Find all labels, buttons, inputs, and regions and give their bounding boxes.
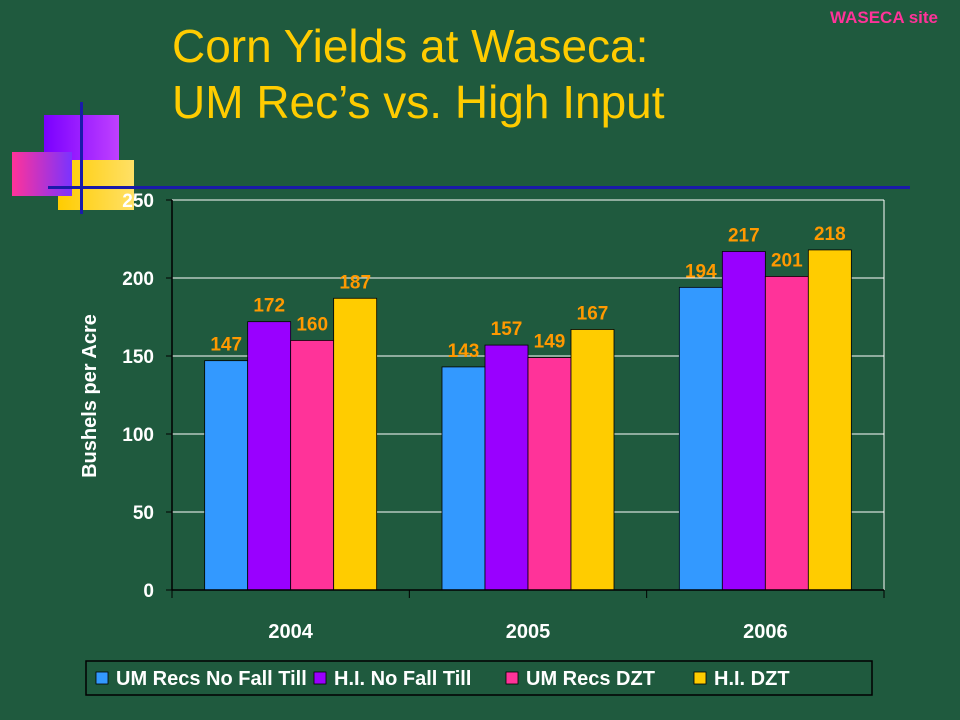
data-label: 147 bbox=[210, 335, 242, 356]
legend-box bbox=[85, 660, 873, 696]
data-label: 194 bbox=[685, 261, 717, 282]
y-tick-label: 100 bbox=[122, 425, 154, 446]
bar bbox=[807, 249, 852, 591]
y-axis-label: Bushels per Acre bbox=[79, 314, 101, 478]
data-label: 157 bbox=[491, 319, 523, 340]
data-label: 172 bbox=[253, 296, 285, 317]
decorative-horizontal-line bbox=[48, 186, 910, 189]
bar bbox=[764, 276, 809, 591]
bar bbox=[290, 339, 335, 591]
legend-swatch bbox=[95, 671, 109, 685]
bar bbox=[678, 286, 723, 591]
legend-entry: H.I. No Fall Till bbox=[334, 668, 471, 690]
axes: 0 50 100 150 200 250 2004 2005 2006 bbox=[122, 191, 885, 643]
legend-swatch bbox=[505, 671, 519, 685]
legend-entry: UM Recs DZT bbox=[526, 668, 655, 690]
title-line-1: Corn Yields at Waseca: bbox=[172, 20, 649, 72]
data-label: 217 bbox=[728, 225, 760, 246]
bar bbox=[527, 357, 572, 591]
bar bbox=[204, 360, 249, 591]
decorative-vertical-line bbox=[80, 102, 83, 214]
slide-title: Corn Yields at Waseca: UM Rec’s vs. High… bbox=[172, 18, 665, 130]
x-tick-label: 2006 bbox=[743, 621, 788, 643]
x-tick-label: 2005 bbox=[506, 621, 551, 643]
legend-entry: UM Recs No Fall Till bbox=[116, 668, 307, 690]
data-labels: 147 172 160 187 143 157 149 167 194 217 201 218 bbox=[210, 224, 845, 362]
bar bbox=[333, 297, 378, 591]
bar bbox=[721, 251, 766, 591]
data-label: 160 bbox=[296, 314, 328, 335]
y-tick-label: 0 bbox=[143, 581, 154, 602]
data-label: 167 bbox=[577, 303, 609, 324]
y-tick-label: 250 bbox=[122, 191, 154, 212]
data-label: 187 bbox=[339, 272, 371, 293]
bar bbox=[441, 366, 486, 591]
data-label: 149 bbox=[534, 332, 566, 353]
bars bbox=[204, 249, 852, 591]
bar bbox=[247, 321, 292, 591]
x-tick-label: 2004 bbox=[268, 621, 313, 643]
bar bbox=[570, 329, 615, 591]
data-label: 143 bbox=[448, 341, 480, 362]
y-tick-label: 200 bbox=[122, 269, 154, 290]
legend: UM Recs No Fall Till H.I. No Fall Till UM … bbox=[85, 660, 873, 696]
title-line-2: UM Rec’s vs. High Input bbox=[172, 76, 665, 128]
legend-entry: H.I. DZT bbox=[714, 668, 790, 690]
data-label: 201 bbox=[771, 250, 803, 271]
y-tick-label: 50 bbox=[133, 503, 154, 524]
data-label: 218 bbox=[814, 224, 846, 245]
site-tag: WASECA site bbox=[829, 8, 938, 27]
legend-swatch bbox=[693, 671, 707, 685]
bar bbox=[484, 344, 529, 591]
y-tick-label: 150 bbox=[122, 347, 154, 368]
legend-swatch bbox=[313, 671, 327, 685]
